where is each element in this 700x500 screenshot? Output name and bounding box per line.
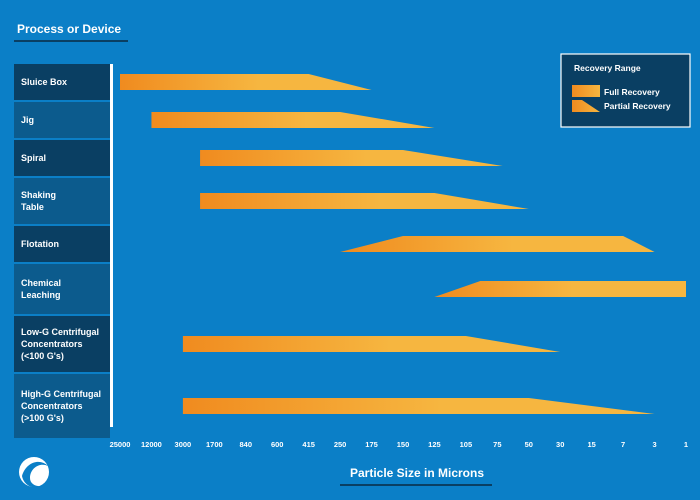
row-label: Concentrators	[21, 339, 83, 349]
row-label-background	[14, 178, 110, 224]
title-underline	[14, 40, 128, 42]
x-tick-label: 600	[271, 440, 284, 449]
y-axis-line	[110, 64, 113, 427]
row-label: Spiral	[21, 153, 46, 163]
recovery-range-bar	[200, 150, 503, 166]
row-label-background	[14, 140, 110, 176]
x-tick-label: 7	[621, 440, 625, 449]
rows-group: Sluice Box Jig Spiral Shaking Table Flotation…	[14, 64, 686, 438]
recovery-range-bar	[200, 193, 529, 209]
recovery-range-bar	[340, 236, 655, 252]
legend-full-label: Full Recovery	[604, 87, 660, 97]
row-label-background	[14, 226, 110, 262]
row-label-background	[14, 102, 110, 138]
x-tick-label: 150	[397, 440, 410, 449]
row-label: High-G Centrifugal	[21, 389, 101, 399]
row-label: Chemical	[21, 278, 61, 288]
x-tick-label: 1700	[206, 440, 223, 449]
row-label: Flotation	[21, 239, 59, 249]
recovery-range-bar	[434, 281, 686, 297]
row-label: Jig	[21, 115, 34, 125]
row-label-background	[14, 264, 110, 314]
x-tick-label: 15	[587, 440, 595, 449]
x-tick-label: 105	[460, 440, 473, 449]
row-label: Low-G Centrifugal	[21, 327, 99, 337]
row-label-background	[14, 64, 110, 100]
legend-partial-label: Partial Recovery	[604, 101, 671, 111]
x-tick-label: 75	[493, 440, 501, 449]
x-tick-label: 1	[684, 440, 688, 449]
x-tick-label: 840	[240, 440, 253, 449]
row-label: Concentrators	[21, 401, 83, 411]
x-axis-title: Particle Size in Microns	[350, 466, 484, 480]
legend-title: Recovery Range	[574, 63, 641, 73]
chart-title: Process or Device	[17, 22, 121, 36]
x-tick-label: 3	[652, 440, 656, 449]
x-tick-label: 250	[334, 440, 347, 449]
row-label: Leaching	[21, 290, 61, 300]
row-label-background	[14, 374, 110, 438]
x-tick-label: 30	[556, 440, 564, 449]
x-axis-title-underline	[340, 484, 492, 486]
wave-logo-icon	[19, 457, 49, 488]
x-tick-label: 175	[365, 440, 378, 449]
x-tick-label: 12000	[141, 440, 162, 449]
row-label: Sluice Box	[21, 77, 67, 87]
x-tick-label: 50	[525, 440, 533, 449]
row-label: (<100 G's)	[21, 351, 64, 361]
x-tick-label: 415	[302, 440, 315, 449]
x-tick-label: 3000	[175, 440, 192, 449]
row-label-background	[14, 316, 110, 372]
row-label: Shaking	[21, 190, 56, 200]
x-tick-labels: 25000 12000 3000 1700 840 600 415 250 175 150 125 1…	[110, 440, 689, 449]
x-tick-label: 125	[428, 440, 441, 449]
recovery-range-bar	[182, 336, 561, 352]
legend-partial-swatch	[572, 100, 600, 112]
row-label: Table	[21, 202, 44, 212]
recovery-range-bar	[120, 74, 372, 90]
x-tick-label: 25000	[110, 440, 131, 449]
recovery-range-bar	[182, 398, 655, 414]
row-label: (>100 G's)	[21, 413, 64, 423]
recovery-range-bar	[151, 112, 435, 128]
legend-full-swatch	[572, 85, 600, 97]
legend: Recovery Range Full Recovery Partial Rec…	[560, 53, 691, 128]
